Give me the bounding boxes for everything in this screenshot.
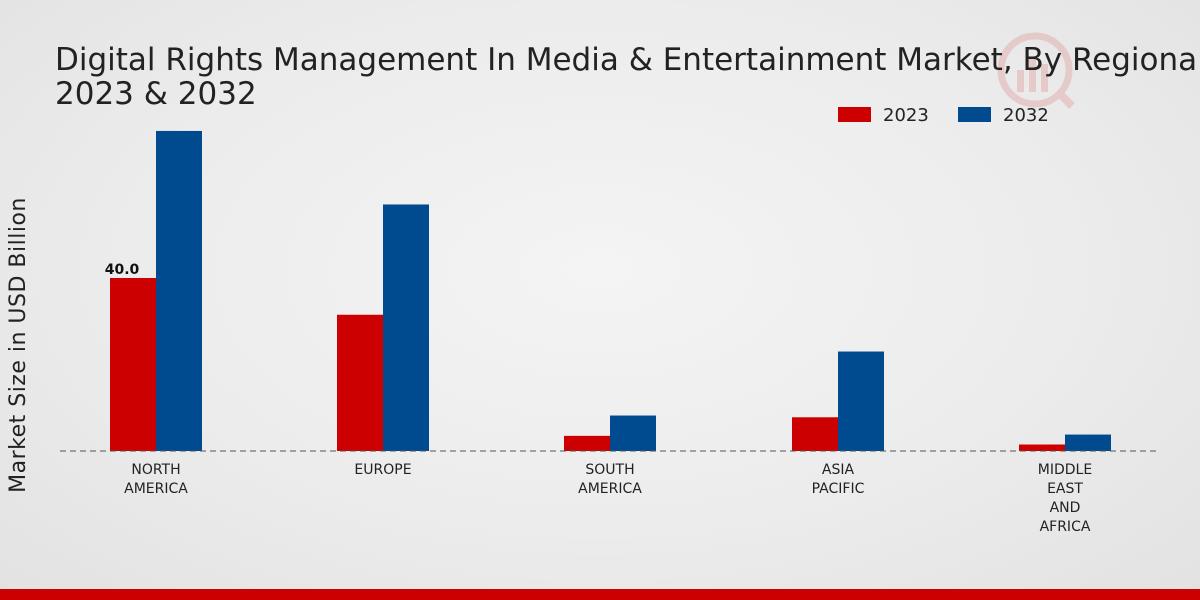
- x-tick-label: SOUTH: [585, 462, 634, 478]
- x-tick-label: AMERICA: [578, 481, 642, 497]
- legend-swatch-2032: [958, 107, 991, 122]
- bar-2032-0: [156, 130, 202, 451]
- x-tick-label: ASIA: [822, 462, 855, 478]
- legend-label-2023: 2023: [883, 105, 929, 126]
- bar-2032-3: [838, 351, 884, 451]
- bar-2032-1: [383, 204, 429, 451]
- x-tick-label: NORTH: [131, 462, 180, 478]
- bar-2032-4: [1065, 434, 1111, 451]
- footer-bar: [0, 589, 1200, 600]
- bar-2023-4: [1019, 444, 1065, 451]
- chart-title-line: 2023 & 2032: [55, 76, 257, 112]
- x-axis-ticks: NORTH AMERICA EUROPE SOUTH AMERICA ASIA PACIFI…: [124, 462, 1092, 535]
- y-axis-label: Market Size in USD Billion: [6, 197, 31, 493]
- legend-label-2032: 2032: [1003, 105, 1049, 126]
- x-tick-label: MIDDLE: [1038, 462, 1092, 478]
- bars: [110, 130, 1111, 451]
- data-labels: 40.0: [105, 262, 140, 278]
- x-tick-label: EUROPE: [354, 462, 411, 478]
- watermark-logo-icon: [997, 32, 1075, 109]
- x-tick-label: AMERICA: [124, 481, 188, 497]
- bar-2023-3: [792, 417, 838, 451]
- x-tick-label: AND: [1050, 500, 1081, 516]
- bar-2032-2: [610, 415, 656, 451]
- legend: 2023 2032: [838, 105, 1049, 126]
- bar-2023-1: [337, 314, 383, 451]
- chart-title: Digital Rights Management In Media & Ent…: [55, 42, 1200, 112]
- bar-2023-2: [564, 435, 610, 451]
- x-tick-label: PACIFIC: [812, 481, 865, 497]
- x-tick-label: AFRICA: [1040, 519, 1091, 535]
- x-tick-label: EAST: [1047, 481, 1083, 497]
- legend-swatch-2023: [838, 107, 871, 122]
- data-label: 40.0: [105, 262, 140, 278]
- chart-title-line: Digital Rights Management In Media & Ent…: [55, 42, 1200, 78]
- bar-2023-0: [110, 278, 156, 451]
